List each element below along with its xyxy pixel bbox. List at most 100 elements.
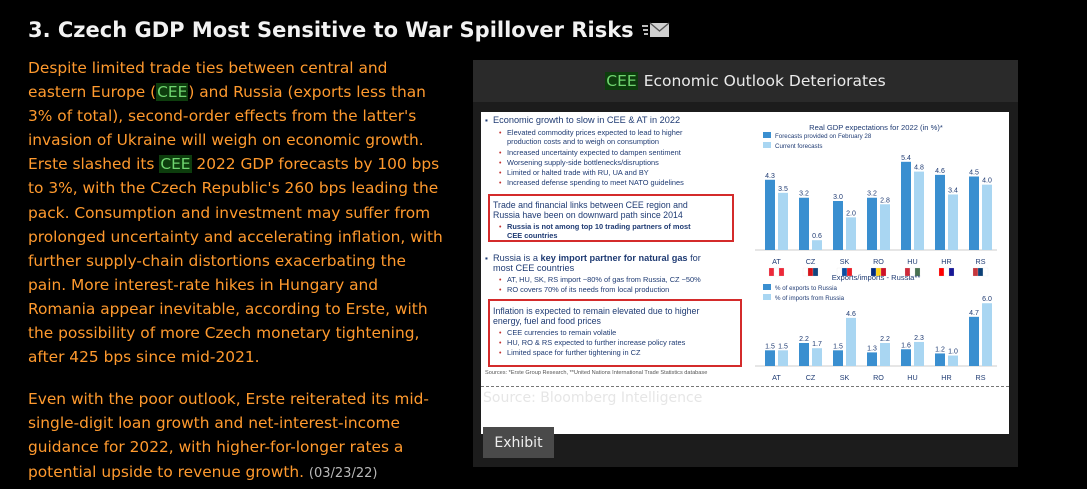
chart-0-value-CZ-0: 3.2 bbox=[799, 191, 809, 198]
bullet-1-item-2: Increased uncertainty expected to dampen… bbox=[507, 148, 681, 157]
chart-0-value-RO-0: 3.2 bbox=[867, 191, 877, 198]
exhibit-panel: CEE Economic Outlook Deteriorates ▪ Econ… bbox=[473, 60, 1018, 467]
mail-icon[interactable] bbox=[641, 20, 670, 40]
exhibit-slide-image: ▪ Economic growth to slow in CEE & AT in… bbox=[481, 112, 1009, 434]
chart-1-value-RS-0: 4.7 bbox=[969, 310, 979, 317]
chart-0-value-HR-0: 4.6 bbox=[935, 168, 945, 175]
svg-text:•: • bbox=[499, 340, 502, 347]
box1-sub1: Russia is not among top 10 trading partn… bbox=[507, 222, 691, 231]
chart-0-value-HU-1: 4.8 bbox=[914, 165, 924, 172]
exhibit-title: CEE Economic Outlook Deteriorates bbox=[473, 60, 1018, 102]
cee-ticker-link-2[interactable]: CEE bbox=[159, 155, 192, 174]
bullets-3-line2: most CEE countries bbox=[493, 263, 575, 273]
box2-line2: energy, fuel and food prices bbox=[493, 316, 602, 326]
chart-1-value-HR-1: 1.0 bbox=[948, 349, 958, 356]
bullet-3-item-1: RO covers 70% of its needs from local pr… bbox=[507, 285, 669, 294]
chart-0-title: Real GDP expectations for 2022 (in %)* bbox=[809, 123, 943, 132]
cee-ticker-link-1[interactable]: CEE bbox=[156, 83, 189, 102]
svg-text:•: • bbox=[499, 224, 502, 231]
exhibit-title-cee[interactable]: CEE bbox=[605, 72, 638, 90]
chart-1-value-RS-1: 6.0 bbox=[982, 296, 992, 303]
chart-0-bar-HU-0 bbox=[901, 161, 911, 250]
chart-0-value-RS-0: 4.5 bbox=[969, 170, 979, 177]
chart-0-flag-CZ-0 bbox=[802, 267, 809, 277]
chart-0-flag-AT-0 bbox=[768, 267, 775, 277]
svg-text:•: • bbox=[499, 330, 502, 337]
chart-1-bar-AT-0 bbox=[765, 350, 775, 366]
chart-0-value-SK-1: 2.0 bbox=[846, 210, 856, 217]
chart-0-flag-HR-0 bbox=[938, 267, 945, 277]
paragraph-1: Despite limited trade ties between centr… bbox=[28, 56, 448, 369]
page-title-text: 3. Czech GDP Most Sensitive to War Spill… bbox=[28, 18, 634, 42]
exhibit-button[interactable]: Exhibit bbox=[483, 427, 554, 458]
chart-1-value-HU-1: 2.3 bbox=[914, 335, 924, 342]
chart-0-bar-RS-0 bbox=[969, 176, 979, 250]
chart-0-category-SK: SK bbox=[840, 257, 850, 266]
chart-0-bar-CZ-0 bbox=[799, 197, 809, 250]
bullet-1-item-1: production costs and to weigh on consump… bbox=[507, 137, 659, 146]
chart-1-legend-label-1: % of imports from Russia bbox=[775, 295, 845, 302]
bullet-3-item-0: AT, HU, SK, RS import ~80% of gas from R… bbox=[507, 275, 701, 284]
chart-0-category-RO: RO bbox=[873, 257, 884, 266]
chart-0-value-AT-0: 4.3 bbox=[765, 173, 775, 180]
chart-1-value-RO-0: 1.3 bbox=[867, 345, 877, 352]
article-text: Despite limited trade ties between centr… bbox=[28, 56, 448, 489]
chart-0-flag-AT-2 bbox=[778, 267, 785, 277]
chart-0-flag-HR-2 bbox=[948, 267, 955, 277]
chart-0-bar-HR-1 bbox=[948, 194, 958, 250]
divider bbox=[481, 386, 1009, 387]
chart-0-flag-CZ-2 bbox=[812, 267, 819, 277]
chart-1-bar-SK-0 bbox=[833, 350, 843, 366]
chart-1-category-RS: RS bbox=[976, 373, 986, 382]
chart-1-bar-CZ-0 bbox=[799, 342, 809, 366]
chart-0-category-RS: RS bbox=[976, 257, 986, 266]
source-label: Source: Bloomberg Intelligence bbox=[483, 390, 703, 406]
chart-1-bar-RO-1 bbox=[880, 342, 890, 366]
highlight-box-inflation bbox=[488, 299, 742, 367]
bullet-1-item-0: Elevated commodity prices expected to le… bbox=[507, 128, 683, 137]
chart-1-legend-swatch-1 bbox=[763, 294, 771, 300]
svg-text:•: • bbox=[499, 130, 502, 137]
chart-0-value-AT-1: 3.5 bbox=[778, 186, 788, 193]
svg-text:•: • bbox=[499, 350, 502, 357]
p1-segment-c: 2022 GDP forecasts by 100 bps to 3%, wit… bbox=[28, 155, 443, 367]
chart-0-value-RS-1: 4.0 bbox=[982, 178, 992, 185]
chart-1-title: Exports/imports - Russia** bbox=[832, 273, 921, 282]
chart-0-legend-label-0: Forecasts provided on February 28 bbox=[775, 133, 872, 140]
chart-1-value-CZ-0: 2.2 bbox=[799, 336, 809, 343]
svg-text:•: • bbox=[499, 287, 502, 294]
chart-1-bar-HR-1 bbox=[948, 355, 958, 366]
chart-0-legend-swatch-1 bbox=[763, 142, 771, 148]
chart-1-value-SK-1: 4.6 bbox=[846, 311, 856, 318]
svg-text:▪: ▪ bbox=[485, 254, 488, 263]
bullet-1-item-3: Worsening supply-side bottlenecks/disrup… bbox=[507, 158, 659, 167]
highlight-box-trade bbox=[488, 194, 734, 242]
chart-1-bar-RS-1 bbox=[982, 303, 992, 366]
bullets-1-head: Economic growth to slow in CEE & AT in 2… bbox=[493, 115, 680, 125]
chart-0-bar-RO-1 bbox=[880, 204, 890, 250]
p1-segment-a: Despite limited trade ties between centr… bbox=[28, 59, 388, 102]
box2-line1: Inflation is expected to remain elevated… bbox=[493, 306, 699, 316]
chart-0-flag-AT-1 bbox=[773, 267, 780, 277]
chart-1-category-AT: AT bbox=[772, 373, 781, 382]
svg-text:•: • bbox=[499, 180, 502, 187]
svg-text:Russia is a key import partner: Russia is a key import partner for natur… bbox=[493, 253, 701, 263]
chart-0-flag-SK-2 bbox=[846, 267, 853, 277]
bullet-1-item-4: Limited or halted trade with RU, UA and … bbox=[507, 168, 649, 177]
chart-1-value-AT-1: 1.5 bbox=[778, 343, 788, 350]
bullet-1-item-5: Increased defense spending to meet NATO … bbox=[507, 178, 684, 187]
chart-1-bar-SK-1 bbox=[846, 317, 856, 366]
chart-0-value-SK-0: 3.0 bbox=[833, 194, 843, 201]
svg-text:•: • bbox=[499, 170, 502, 177]
chart-1-legend-swatch-0 bbox=[763, 284, 771, 290]
svg-text:•: • bbox=[499, 150, 502, 157]
chart-0-flag-RO-2 bbox=[880, 267, 887, 277]
chart-0-bar-AT-1 bbox=[778, 192, 788, 250]
chart-1-category-HR: HR bbox=[941, 373, 951, 382]
chart-1-value-HU-0: 1.6 bbox=[901, 342, 911, 349]
chart-1-category-HU: HU bbox=[907, 373, 917, 382]
page-title: 3. Czech GDP Most Sensitive to War Spill… bbox=[28, 18, 670, 42]
chart-1-bar-HU-1 bbox=[914, 341, 924, 366]
chart-0-legend-swatch-0 bbox=[763, 132, 771, 138]
chart-1-bar-RS-0 bbox=[969, 316, 979, 366]
